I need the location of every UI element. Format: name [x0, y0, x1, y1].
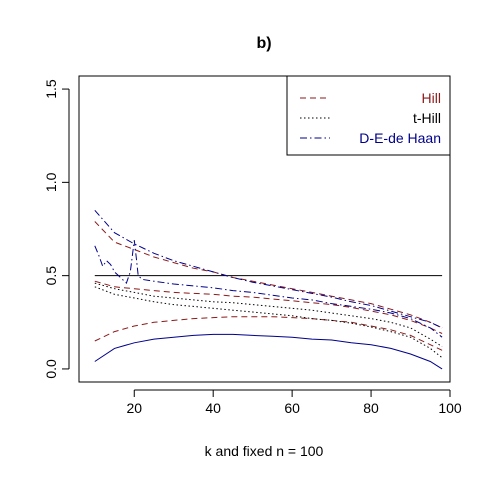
x-axis-label: k and fixed n = 100 [205, 443, 324, 459]
series-line [94, 209, 443, 329]
x-tick-label: 60 [284, 400, 300, 416]
y-tick-label: 0.5 [43, 266, 59, 286]
legend-box [286, 75, 451, 156]
plot-area-frame [78, 75, 451, 383]
y-tick-label: 0.0 [43, 359, 59, 379]
axes-layer: 20 40 60 80 100 0.0 0.5 1.0 1.5 [43, 79, 462, 416]
x-tick-label: 80 [363, 400, 379, 416]
series-line [94, 286, 443, 359]
series-line [94, 280, 443, 334]
series-line [94, 316, 443, 351]
legend: Hill t-Hill D-E-de Haan [286, 75, 451, 156]
series-line [94, 282, 443, 347]
series-line [94, 240, 443, 338]
series-line [94, 333, 443, 370]
x-tick-label: 40 [205, 400, 221, 416]
series-layer [94, 209, 443, 370]
legend-label: Hill [422, 90, 441, 106]
chart-title: b) [256, 35, 271, 52]
y-tick-label: 1.5 [43, 79, 59, 99]
series-line [94, 221, 443, 329]
legend-label: D-E-de Haan [359, 130, 441, 146]
y-tick-label: 1.0 [43, 172, 59, 192]
x-tick-label: 20 [126, 400, 142, 416]
legend-label: t-Hill [413, 110, 441, 126]
x-tick-label: 100 [438, 400, 462, 416]
